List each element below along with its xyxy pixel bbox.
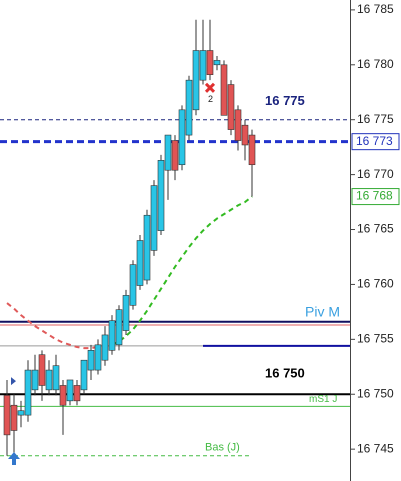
candle-body — [234, 109, 242, 141]
level-label: mS1 J — [309, 394, 337, 405]
candle-body — [220, 64, 228, 116]
candle-body — [143, 214, 151, 281]
candle-body — [115, 309, 123, 346]
y-tick-label: 16 785 — [357, 2, 394, 16]
candle-body — [122, 295, 130, 331]
y-tick-label: 16 770 — [357, 167, 394, 181]
arrow-marker — [8, 452, 20, 466]
level-label: Piv M — [305, 303, 340, 319]
level-label: 16 775 — [265, 93, 305, 108]
candle-body — [185, 79, 193, 136]
candle-body — [3, 395, 11, 436]
y-tick-label: 16 760 — [357, 277, 394, 291]
candle-body — [52, 365, 60, 391]
candle-body — [45, 369, 53, 391]
level-label: Bas (J) — [205, 442, 240, 454]
candle-body — [59, 385, 67, 406]
candle-body — [157, 160, 165, 231]
candle-body — [227, 84, 235, 130]
cross-marker — [204, 82, 216, 93]
y-tick-label: 16 780 — [357, 57, 394, 71]
candle-body — [192, 50, 200, 111]
marker-label: 2 — [208, 94, 213, 104]
candle-body — [94, 344, 102, 371]
candle-body — [17, 410, 25, 416]
y-tick-label: 16 765 — [357, 222, 394, 236]
candle-body — [213, 60, 221, 66]
candle-body — [178, 109, 186, 166]
candle-body — [24, 369, 32, 416]
candle-body — [38, 354, 46, 386]
candle-body — [171, 140, 179, 171]
price-tag-label: 16 773 — [356, 134, 393, 148]
y-tick-label: 16 755 — [357, 332, 394, 346]
level-label: 16 750 — [265, 366, 305, 381]
price-tag — [351, 188, 400, 206]
candle-body — [206, 50, 214, 75]
candle-body — [164, 134, 172, 171]
candle-body — [199, 50, 207, 81]
candle-body — [73, 385, 81, 402]
candle-body — [87, 350, 95, 371]
candle-body — [31, 369, 39, 391]
candle-body — [108, 320, 116, 351]
y-tick-label: 16 745 — [357, 441, 394, 455]
moving-average — [6, 302, 99, 350]
candle-body — [10, 404, 18, 431]
candle-body — [101, 334, 109, 361]
candle-body — [248, 134, 256, 166]
candle-body — [66, 379, 74, 402]
y-tick-label: 16 750 — [357, 386, 394, 400]
moving-average — [111, 195, 253, 346]
triangle-marker — [11, 377, 16, 386]
candle-body — [136, 240, 144, 286]
price-tag-label: 16 768 — [356, 189, 393, 203]
candle-body — [241, 124, 249, 146]
y-tick-label: 16 775 — [357, 112, 394, 126]
candle-body — [80, 359, 88, 391]
candle-body — [150, 185, 158, 251]
candle-body — [129, 264, 137, 306]
price-tag — [351, 133, 400, 151]
